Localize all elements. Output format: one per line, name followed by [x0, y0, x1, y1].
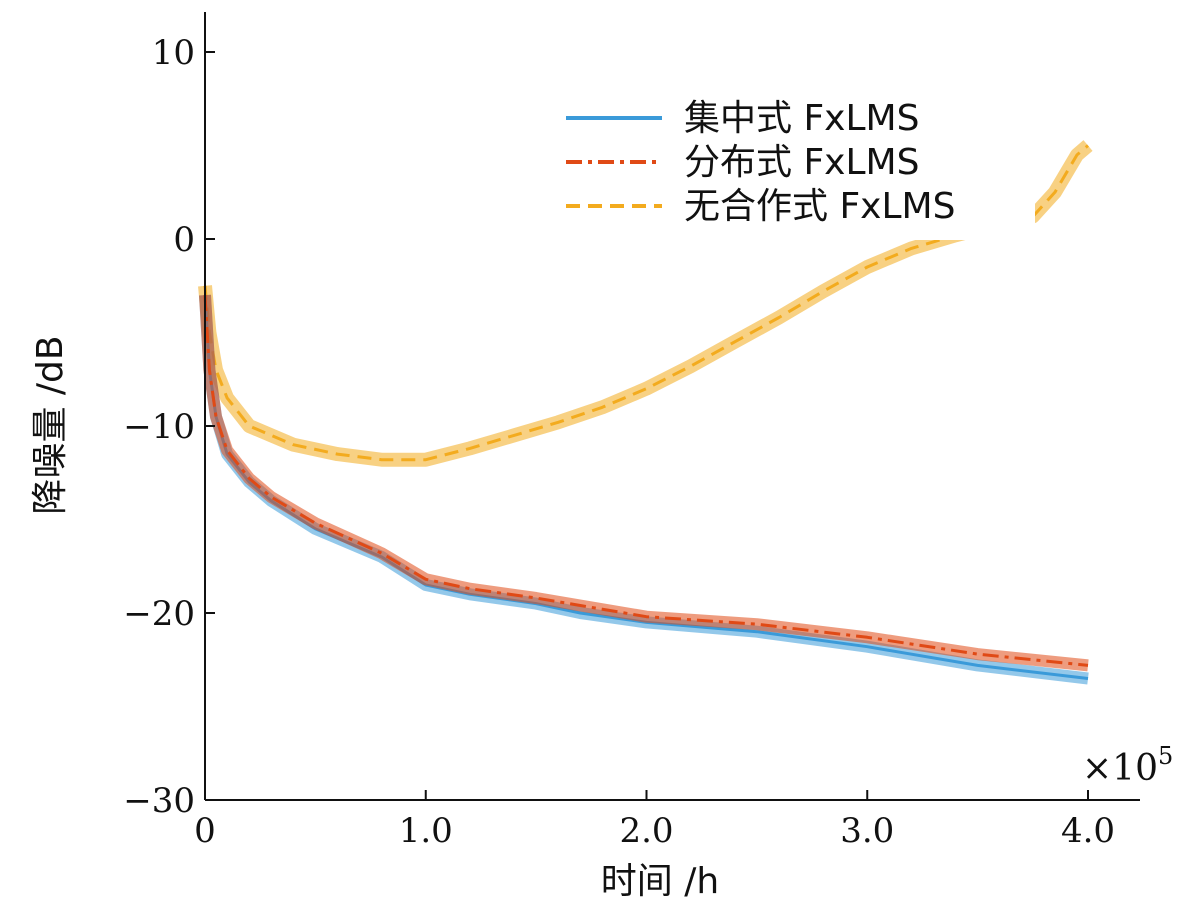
x-multiplier: ×105 [1082, 742, 1173, 789]
y-tick-label: −10 [123, 407, 195, 447]
y-axis-label: 降噪量 /dB [30, 335, 71, 514]
x-tick-label: 3.0 [840, 811, 894, 851]
x-ticks: 0 1.0 2.0 3.0 4.0 [194, 790, 1115, 851]
y-tick-label: −20 [123, 594, 195, 634]
legend-label-centralized: 集中式 FxLMS [684, 98, 919, 139]
x-tick-label: 0 [194, 811, 216, 851]
y-tick-label: 0 [173, 220, 195, 260]
x-tick-label: 1.0 [399, 811, 453, 851]
series-distributed-fxlms-band [199, 294, 1089, 672]
x-tick-label: 2.0 [619, 811, 673, 851]
y-tick-label: −30 [123, 781, 195, 821]
x-axis-label: 时间 /h [601, 861, 719, 902]
legend-background [555, 90, 1035, 240]
legend-label-noncooperative: 无合作式 FxLMS [684, 186, 955, 227]
x-multiplier-exponent: 5 [1158, 742, 1173, 770]
legend-label-distributed: 分布式 FxLMS [684, 142, 919, 183]
y-ticks: 10 0 −10 −20 −30 [123, 33, 215, 821]
x-tick-label: 4.0 [1061, 811, 1115, 851]
x-multiplier-base: ×10 [1082, 748, 1158, 789]
series-distributed-fxlms [203, 295, 1089, 667]
y-tick-label: 10 [152, 33, 195, 73]
legend: 集中式 FxLMS 分布式 FxLMS 无合作式 FxLMS [555, 90, 1035, 240]
axes-layer [204, 12, 1140, 801]
